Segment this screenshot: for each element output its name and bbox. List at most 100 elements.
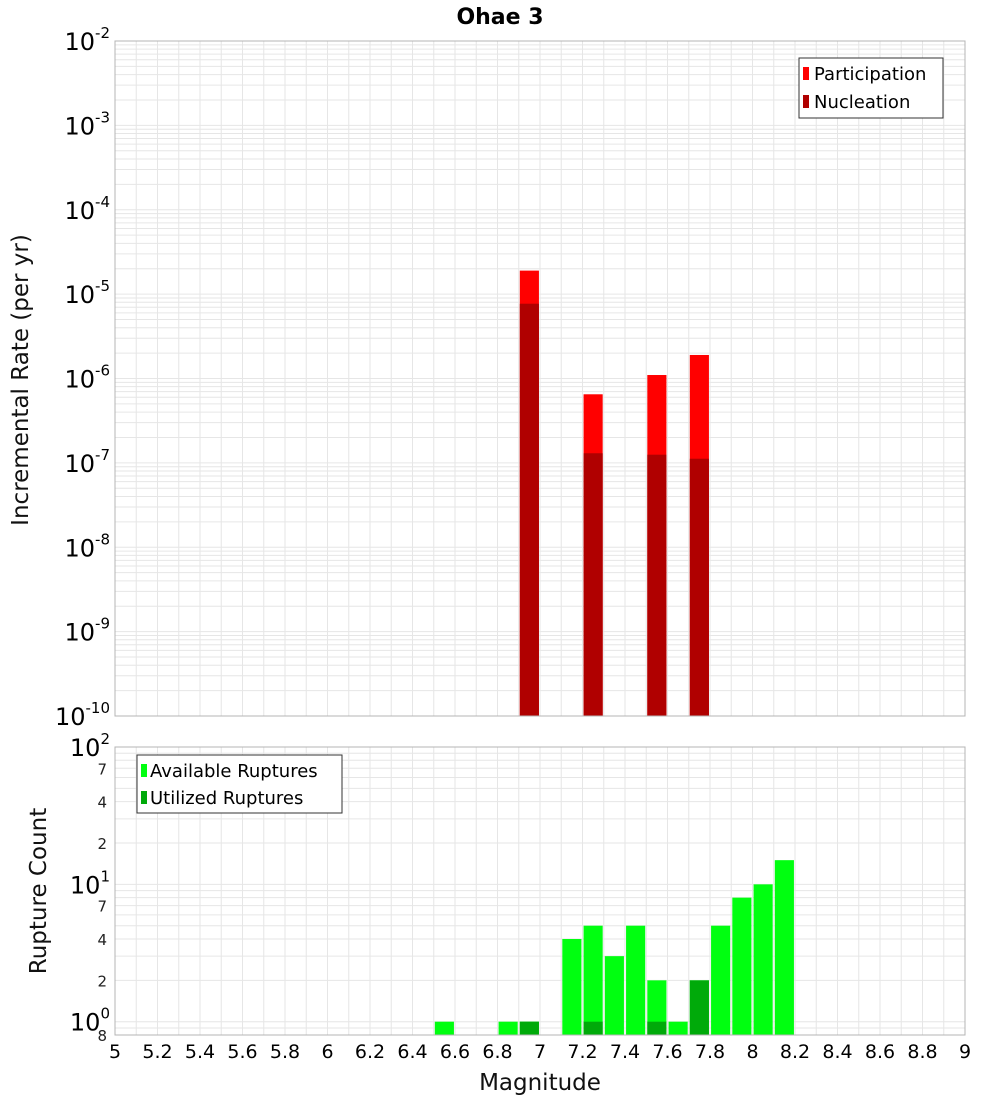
nucleation-bar (689, 458, 709, 716)
rate-plot-bars (519, 270, 709, 716)
rate-y-tick-label: 10-9 (64, 615, 110, 647)
rate-plot-y-axis-label: Incremental Rate (per yr) (8, 234, 34, 526)
x-axis-label: Magnitude (479, 1070, 601, 1096)
x-tick-label: 6.6 (440, 1041, 470, 1063)
count-y-minor-tick-label: 4 (97, 794, 107, 812)
available-ruptures-bar (711, 925, 731, 1035)
rate-y-tick-base: 10 (64, 112, 95, 140)
rate-legend-box (798, 57, 944, 119)
rate-y-tick-label: 10-5 (64, 277, 110, 309)
count-y-minor-tick-label: 8 (97, 1027, 107, 1045)
rate-y-tick-exponent: -5 (95, 277, 110, 295)
rate-y-tick-exponent: -4 (95, 193, 110, 211)
count-y-tick-exponent: 1 (100, 867, 110, 885)
rate-y-tick-base: 10 (64, 281, 95, 309)
x-tick-label: 8.2 (780, 1041, 810, 1063)
x-tick-label: 8.6 (865, 1041, 895, 1063)
count-y-tick-base: 10 (70, 1009, 101, 1037)
count-y-tick-exponent: 2 (100, 730, 110, 748)
x-tick-label: 5.4 (185, 1041, 215, 1063)
available-ruptures-bar (626, 925, 646, 1035)
count-plot-bars (434, 860, 794, 1035)
available-ruptures-bar (774, 860, 794, 1035)
count-y-minor-tick-label: 2 (97, 972, 107, 990)
count-plot-frame (114, 746, 966, 1036)
x-tick-label: 6 (321, 1041, 333, 1063)
x-tick-label: 8.8 (907, 1041, 937, 1063)
rate-plot-legend: Participation Nucleation (798, 57, 944, 119)
utilized-legend-label: Utilized Ruptures (150, 788, 303, 809)
rate-y-tick-label: 10-3 (64, 108, 110, 140)
nucleation-bar (583, 453, 603, 716)
count-plot-legend: Available Ruptures Utilized Ruptures (136, 754, 343, 814)
x-tick-label: 5.8 (270, 1041, 300, 1063)
rate-y-tick-base: 10 (64, 619, 95, 647)
utilized-ruptures-bar (647, 1021, 667, 1035)
rate-y-tick-label: 10-6 (64, 362, 110, 394)
rate-y-tick-exponent: -6 (95, 362, 110, 380)
rate-y-tick-exponent: -9 (95, 615, 110, 633)
x-tick-label: 7.6 (652, 1041, 682, 1063)
available-ruptures-bar (583, 925, 603, 1035)
x-tick-label: 7.2 (567, 1041, 597, 1063)
participation-legend-swatch (803, 67, 809, 80)
rate-y-tick-exponent: -10 (86, 699, 111, 717)
available-ruptures-bar (434, 1021, 454, 1035)
x-tick-label: 9 (959, 1041, 971, 1063)
count-y-tick-label: 100 (70, 1005, 110, 1037)
count-y-tick-label: 102 (70, 730, 110, 762)
count-plot-x-ticks: 5 5.2 5.4 5.6 5.8 6 6.2 6.4 6.6 6.8 7 7.2 7.4 7.6 7.8 8… (109, 1041, 971, 1063)
rate-y-tick-base: 10 (64, 28, 95, 56)
count-plot-y-axis-label: Rupture Count (26, 808, 52, 974)
participation-legend-label: Participation (814, 64, 926, 85)
rate-y-tick-base: 10 (55, 703, 86, 731)
rate-y-tick-label: 10-10 (55, 699, 110, 731)
x-tick-label: 5 (109, 1041, 121, 1063)
count-y-minor-tick-label: 7 (97, 760, 107, 778)
nucleation-bar (647, 454, 667, 716)
nucleation-bar (519, 303, 539, 716)
available-ruptures-bar (647, 980, 667, 1035)
chart-title: Ohae 3 (456, 5, 543, 30)
count-y-tick-label: 101 (70, 867, 110, 899)
available-legend-swatch (141, 764, 147, 777)
x-tick-label: 7.4 (610, 1041, 640, 1063)
rate-y-tick-exponent: -7 (95, 446, 110, 464)
count-y-minor-tick-label: 7 (97, 898, 107, 916)
rate-y-tick-exponent: -2 (95, 24, 110, 42)
rate-y-tick-label: 10-8 (64, 530, 110, 562)
available-ruptures-bar (753, 884, 773, 1035)
available-legend-label: Available Ruptures (150, 761, 318, 782)
rate-plot-grid (114, 41, 966, 717)
utilized-ruptures-bar (583, 1021, 603, 1035)
rate-y-tick-label: 10-7 (64, 446, 110, 478)
utilized-ruptures-bar (519, 1021, 539, 1035)
available-ruptures-bar (498, 1021, 518, 1035)
count-y-minor-tick-label: 2 (97, 835, 107, 853)
nucleation-legend-label: Nucleation (814, 92, 910, 113)
rate-plot-frame (114, 40, 966, 717)
rate-y-tick-exponent: -8 (95, 530, 110, 548)
x-tick-label: 5.6 (227, 1041, 257, 1063)
utilized-ruptures-bar (689, 980, 709, 1035)
available-ruptures-bar (562, 939, 582, 1035)
nucleation-legend-swatch (803, 95, 809, 108)
x-tick-label: 6.2 (355, 1041, 385, 1063)
x-tick-label: 8.4 (822, 1041, 852, 1063)
available-ruptures-bar (668, 1021, 688, 1035)
rate-y-tick-base: 10 (64, 534, 95, 562)
x-tick-label: 6.4 (397, 1041, 427, 1063)
rate-y-tick-base: 10 (64, 197, 95, 225)
x-tick-label: 7 (534, 1041, 546, 1063)
count-y-tick-exponent: 0 (100, 1005, 110, 1023)
rate-y-tick-base: 10 (64, 366, 95, 394)
x-tick-label: 6.8 (482, 1041, 512, 1063)
rate-y-tick-label: 10-4 (64, 193, 110, 225)
available-ruptures-bar (604, 956, 624, 1035)
count-y-tick-base: 10 (70, 871, 101, 899)
x-tick-label: 5.2 (142, 1041, 172, 1063)
x-tick-label: 7.8 (695, 1041, 725, 1063)
